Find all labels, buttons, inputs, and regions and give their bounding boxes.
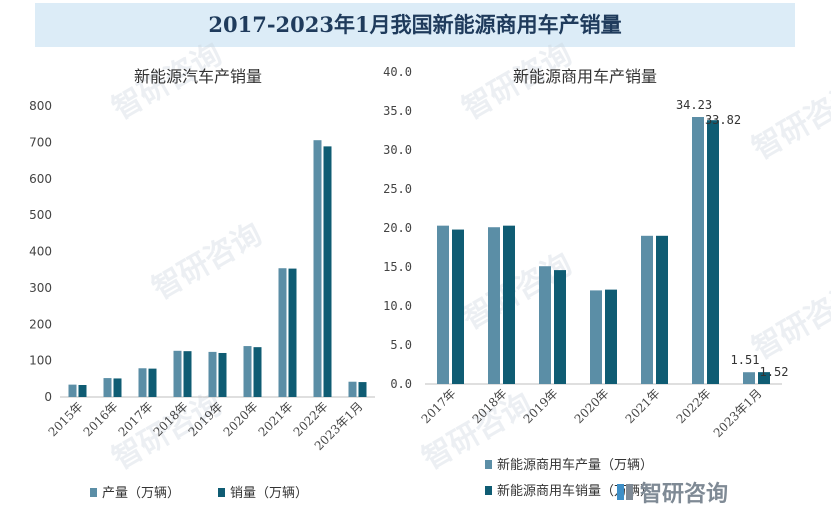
bar-production xyxy=(641,235,653,384)
bar-sales xyxy=(253,347,262,397)
bar-sales xyxy=(148,368,157,397)
bar-production xyxy=(348,381,357,397)
data-label: 1.52 xyxy=(760,365,789,379)
bar-production xyxy=(590,290,602,384)
y-tick-label: 0.0 xyxy=(390,377,412,391)
bar-sales xyxy=(656,235,668,384)
y-tick-label: 25.0 xyxy=(383,182,412,196)
y-tick-label: 0 xyxy=(44,390,52,404)
bar-sales xyxy=(707,120,719,384)
y-tick-label: 500 xyxy=(29,208,52,222)
x-category-label: 2021年 xyxy=(256,399,296,439)
y-tick-label: 30.0 xyxy=(383,143,412,157)
bar-production xyxy=(313,140,322,397)
bar-production xyxy=(743,372,755,384)
bar-sales xyxy=(113,378,122,397)
page-title: 2017-2023年1月我国新能源商用车产销量 xyxy=(208,12,622,37)
x-category-label: 2016年 xyxy=(81,399,121,439)
x-category-label: 2015年 xyxy=(46,399,86,439)
legend-swatch xyxy=(485,460,492,469)
y-tick-label: 600 xyxy=(29,172,52,186)
watermark-text: 智研咨询 xyxy=(147,217,268,307)
x-category-label: 2021年 xyxy=(623,386,663,426)
bar-production xyxy=(173,350,182,397)
bar-production xyxy=(278,268,287,397)
legend-label: 产量（万辆） xyxy=(102,486,180,501)
y-tick-label: 40.0 xyxy=(383,65,412,79)
y-tick-label: 35.0 xyxy=(383,104,412,118)
bar-sales xyxy=(183,351,192,397)
y-tick-label: 15.0 xyxy=(383,260,412,274)
legend-swatch xyxy=(485,486,492,495)
bar-sales xyxy=(78,384,87,397)
brand-logo: 智研咨询 xyxy=(617,481,728,507)
title-banner: 2017-2023年1月我国新能源商用车产销量 xyxy=(35,3,795,47)
data-label: 34.23 xyxy=(676,98,712,112)
x-category-label: 2022年 xyxy=(674,386,714,426)
bar-sales xyxy=(452,229,464,384)
bar-production xyxy=(539,266,551,384)
x-category-label: 2017年 xyxy=(419,386,459,426)
bar-sales xyxy=(503,225,515,384)
y-tick-label: 800 xyxy=(29,99,52,113)
legend-label: 销量（万辆） xyxy=(230,486,308,501)
bar-production xyxy=(437,225,449,384)
y-tick-label: 700 xyxy=(29,135,52,149)
bar-sales xyxy=(288,268,297,397)
legend-label: 新能源商用车产量（万辆） xyxy=(497,457,653,473)
legend-label: 新能源商用车销量（万辆） xyxy=(497,483,653,499)
y-tick-label: 10.0 xyxy=(383,299,412,313)
bar-production xyxy=(488,227,500,384)
bar-production xyxy=(138,368,147,397)
watermark-text: 智研咨询 xyxy=(747,77,831,167)
y-tick-label: 400 xyxy=(29,245,52,259)
bar-sales xyxy=(323,146,332,397)
x-category-label: 2020年 xyxy=(572,386,612,426)
bar-production xyxy=(68,384,77,397)
legend-swatch xyxy=(218,488,225,497)
bar-sales xyxy=(358,382,367,397)
bar-sales xyxy=(218,352,227,397)
brand-mark xyxy=(617,484,624,500)
data-label: 1.51 xyxy=(731,353,760,367)
bar-sales xyxy=(758,372,770,384)
bar-sales xyxy=(605,289,617,384)
bar-production xyxy=(103,378,112,397)
y-tick-label: 300 xyxy=(29,281,52,295)
bar-production xyxy=(692,117,704,385)
y-tick-label: 20.0 xyxy=(383,221,412,235)
chart-title: 新能源商用车产销量 xyxy=(513,67,657,86)
x-category-label: 2023年1月 xyxy=(711,386,765,440)
brand-mark xyxy=(626,484,633,500)
bar-production xyxy=(243,346,252,397)
x-category-label: 2020年 xyxy=(221,399,261,439)
bar-sales xyxy=(554,270,566,384)
data-label: 33.82 xyxy=(705,113,741,127)
y-tick-label: 5.0 xyxy=(390,338,412,352)
brand-text: 智研咨询 xyxy=(640,481,728,507)
bar-production xyxy=(208,351,217,397)
chart-title: 新能源汽车产销量 xyxy=(134,67,262,86)
legend-swatch xyxy=(90,488,97,497)
y-tick-label: 100 xyxy=(29,354,52,368)
y-tick-label: 200 xyxy=(29,317,52,331)
